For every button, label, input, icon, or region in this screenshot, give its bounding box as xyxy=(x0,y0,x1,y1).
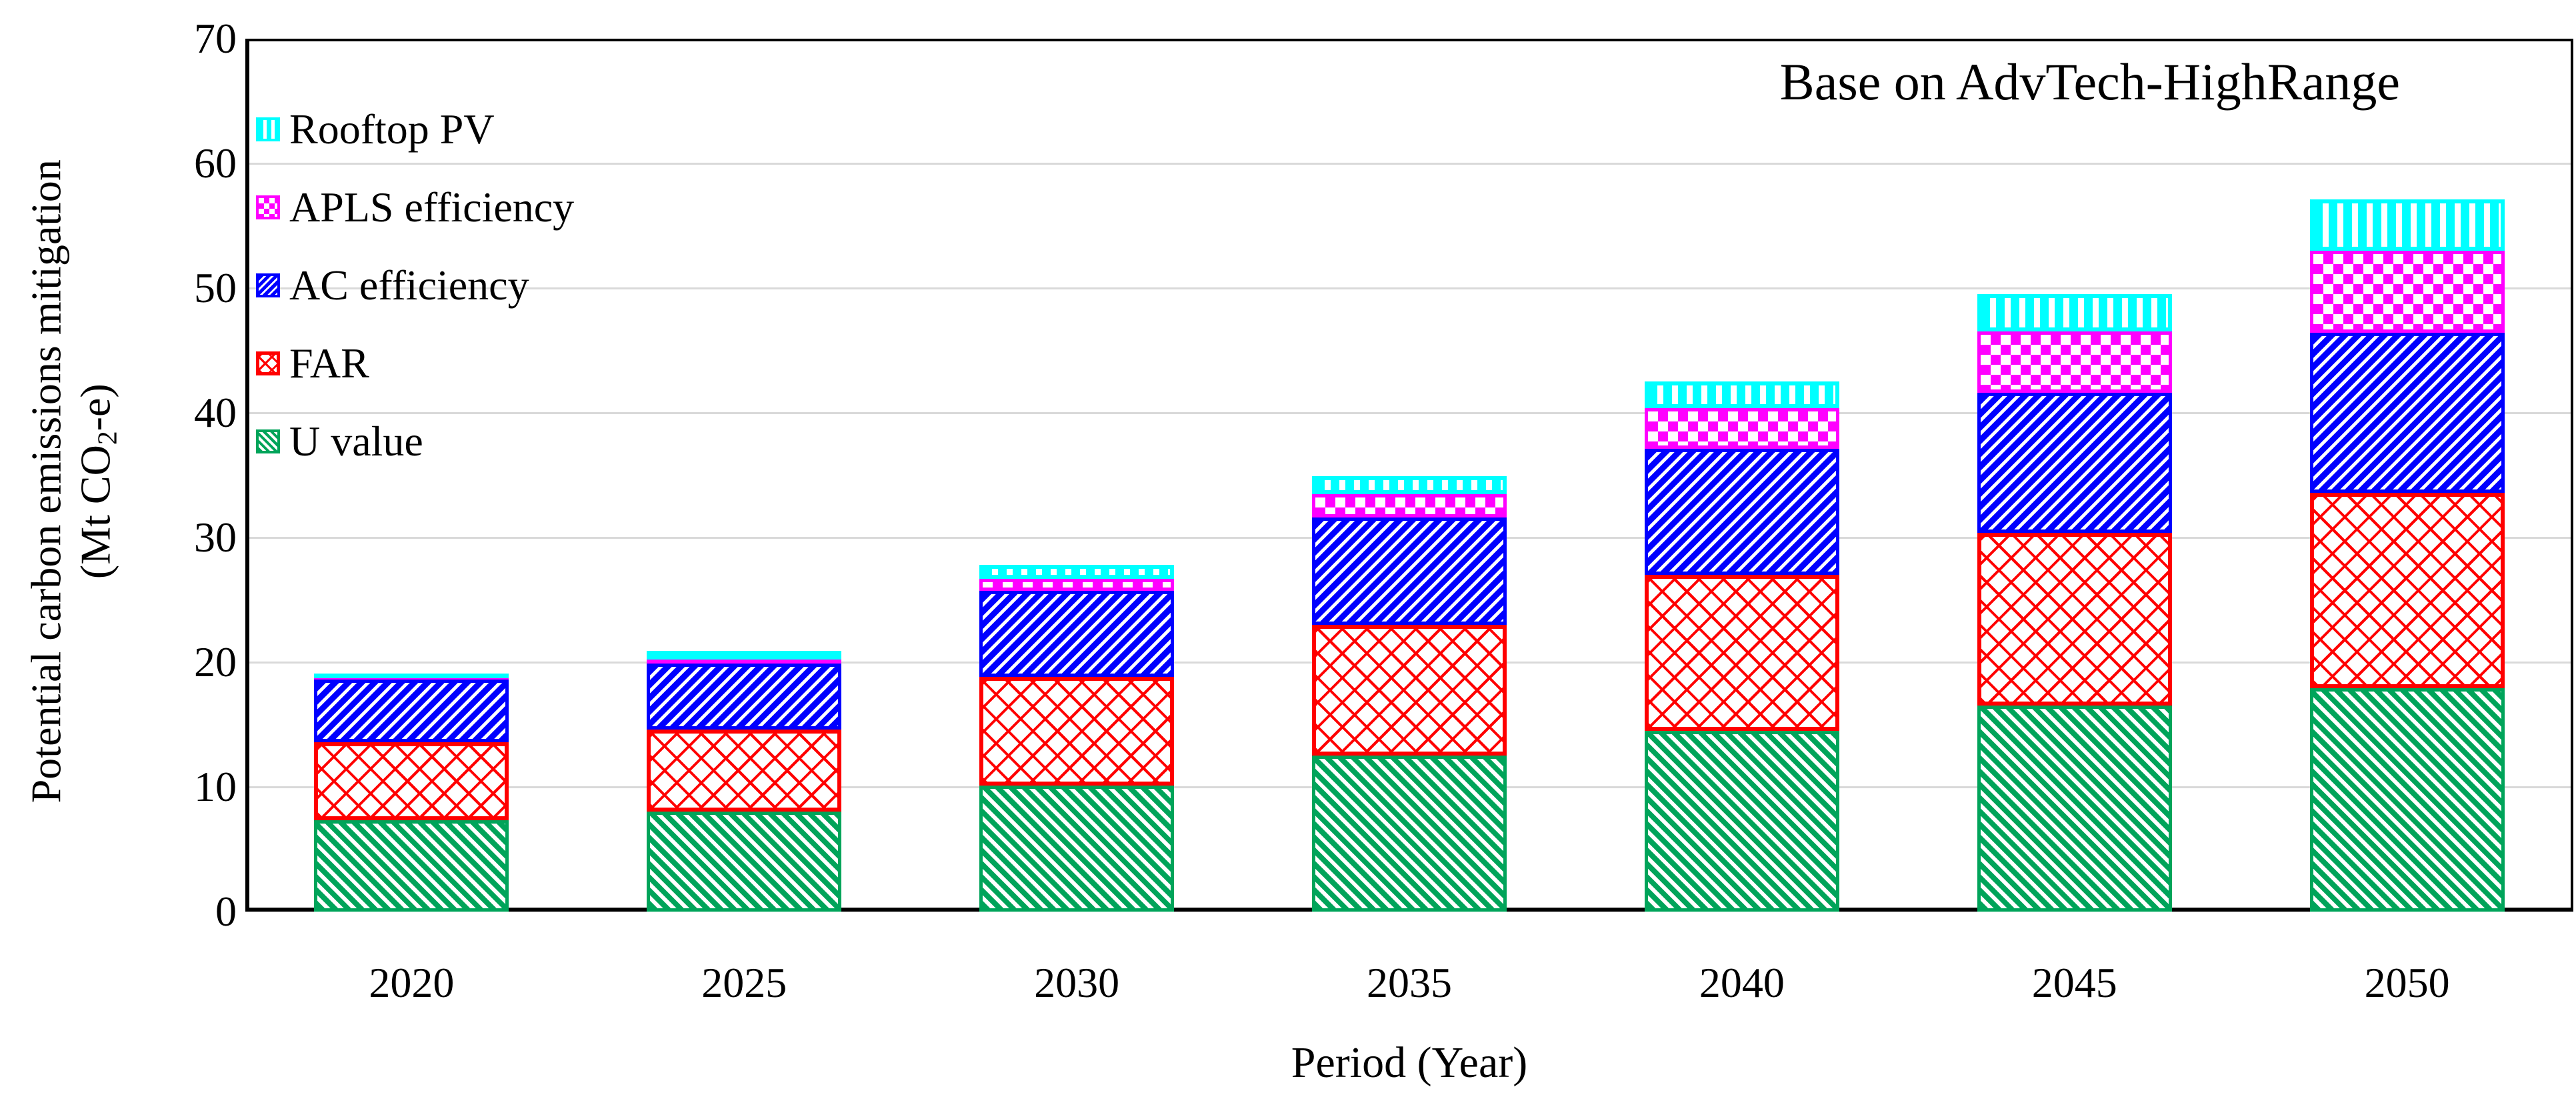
x-tick-label-2050: 2050 xyxy=(2364,959,2450,1006)
y-tick-label-60: 60 xyxy=(194,139,237,187)
legend-label-apls: APLS efficiency xyxy=(289,183,575,231)
bar-segment-pv-2040 xyxy=(1644,381,1839,408)
bar-segment-far-2030 xyxy=(979,677,1175,786)
bar-segment-pv-2030 xyxy=(979,565,1175,579)
legend-label-far: FAR xyxy=(289,339,369,387)
y-axis-title-line1: Potential carbon emissions mitigation xyxy=(22,159,70,803)
y-tick-label-20: 20 xyxy=(194,638,237,686)
legend-swatch-apls-icon xyxy=(256,195,280,219)
legend-item-apls: APLS efficiency xyxy=(256,183,574,231)
bar-segment-u-2025 xyxy=(647,812,842,912)
gridline-60 xyxy=(249,163,2571,165)
gridline-40 xyxy=(249,412,2571,414)
bar-segment-u-2050 xyxy=(2309,688,2505,912)
chart-annotation: Base on AdvTech-HighRange xyxy=(1779,53,2400,111)
bar-segment-far-2050 xyxy=(2309,492,2505,689)
bar-segment-ac-2045 xyxy=(1977,393,2172,533)
bar-segment-apls-2020 xyxy=(314,678,509,680)
y-tick-label-40: 40 xyxy=(194,389,237,436)
bar-segment-u-2045 xyxy=(1977,706,2172,912)
x-tick-label-2035: 2035 xyxy=(1367,959,1452,1006)
bar-segment-apls-2040 xyxy=(1644,407,1839,449)
legend-item-ac: AC efficiency xyxy=(256,261,529,309)
y-axis-title-line2: (Mt CO2-e) xyxy=(71,383,123,579)
y-tick-label-30: 30 xyxy=(194,513,237,561)
bar-segment-u-2035 xyxy=(1312,756,1507,912)
legend-label-u: U value xyxy=(289,417,423,465)
x-tick-label-2045: 2045 xyxy=(2031,959,2117,1006)
legend-swatch-far-icon xyxy=(256,351,280,375)
bar-segment-far-2035 xyxy=(1312,624,1507,756)
bar-segment-far-2040 xyxy=(1644,575,1839,731)
bar-segment-pv-2035 xyxy=(1312,476,1507,494)
bar-segment-far-2045 xyxy=(1977,532,2172,706)
legend-item-far: FAR xyxy=(256,339,369,387)
x-tick-label-2020: 2020 xyxy=(369,959,455,1006)
bar-segment-ac-2025 xyxy=(647,663,842,730)
y-axis-title: Potential carbon emissions mitigation (M… xyxy=(21,14,131,948)
legend-label-pv: Rooftop PV xyxy=(289,105,495,153)
bar-segment-apls-2045 xyxy=(1977,331,2172,393)
legend-item-u: U value xyxy=(256,417,423,465)
bar-segment-apls-2035 xyxy=(1312,493,1507,518)
bar-segment-apls-2050 xyxy=(2309,250,2505,333)
legend-item-pv: Rooftop PV xyxy=(256,105,495,153)
bar-segment-far-2025 xyxy=(647,729,842,812)
legend-label-ac: AC efficiency xyxy=(289,261,529,309)
bar-segment-ac-2035 xyxy=(1312,517,1507,625)
gridline-50 xyxy=(249,287,2571,289)
bar-segment-u-2040 xyxy=(1644,730,1839,912)
x-tick-label-2030: 2030 xyxy=(1034,959,1120,1006)
legend-swatch-pv-icon xyxy=(256,117,280,141)
legend-swatch-ac-icon xyxy=(256,273,280,297)
y-tick-label-0: 0 xyxy=(215,888,237,935)
bar-segment-pv-2045 xyxy=(1977,294,2172,332)
bar-segment-pv-2020 xyxy=(314,673,509,679)
bar-segment-ac-2050 xyxy=(2309,333,2505,493)
subscript-2: 2 xyxy=(91,430,123,445)
y-tick-label-70: 70 xyxy=(194,15,237,62)
x-tick-label-2025: 2025 xyxy=(701,959,787,1006)
y-tick-label-50: 50 xyxy=(194,264,237,311)
bar-segment-ac-2020 xyxy=(314,680,509,742)
bar-segment-pv-2050 xyxy=(2309,199,2505,251)
x-tick-label-2040: 2040 xyxy=(1699,959,1785,1006)
bar-segment-apls-2025 xyxy=(647,660,842,664)
bar-segment-apls-2030 xyxy=(979,578,1175,592)
bar-segment-ac-2040 xyxy=(1644,449,1839,576)
y-tick-label-10: 10 xyxy=(194,763,237,810)
legend-swatch-u-icon xyxy=(256,429,280,453)
bar-segment-far-2020 xyxy=(314,742,509,821)
bar-segment-u-2030 xyxy=(979,786,1175,912)
x-axis-title: Period (Year) xyxy=(1291,1038,1528,1087)
bar-segment-pv-2025 xyxy=(647,651,842,660)
bar-segment-ac-2030 xyxy=(979,591,1175,678)
bar-segment-u-2020 xyxy=(314,820,509,912)
